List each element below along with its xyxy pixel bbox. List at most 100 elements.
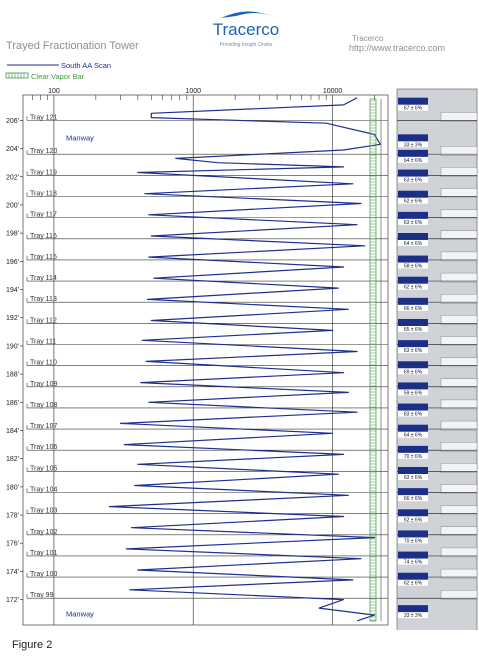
page-title: Trayed Fractionation Tower	[6, 40, 139, 52]
tray-diagram-slot	[440, 420, 478, 431]
reading-box	[398, 452, 428, 459]
tray-label: Tray 104	[30, 487, 57, 494]
tray-label: Tray 121	[30, 114, 57, 121]
tray-label: Tray 118	[30, 190, 57, 197]
y-tick-label: 180'	[6, 484, 19, 491]
tray-label: Tray 112	[30, 317, 57, 324]
tray-diagram-slot	[440, 484, 478, 494]
tray-label: Tray 110	[30, 360, 57, 367]
y-tick-label: 202'	[6, 174, 19, 181]
reading-box	[398, 104, 428, 111]
reading-box	[398, 141, 428, 148]
legend-vapor-label: Clear Vapor Bar	[31, 72, 85, 81]
chart-axes	[20, 94, 389, 626]
tray-diagram-slot	[440, 547, 478, 558]
y-tick-label: 206'	[6, 118, 19, 125]
logo-swoosh-icon	[221, 11, 271, 18]
y-tick-label: 200'	[6, 202, 19, 209]
tray-diagram-slot	[440, 146, 478, 156]
tray-label: Tray 101	[30, 550, 57, 557]
tray-reading-label: 64 ± 6%	[404, 241, 423, 247]
tray-reading-label: 67 ± 6%	[404, 106, 423, 112]
reading-box	[398, 495, 428, 502]
y-tick-label: 196'	[6, 259, 19, 266]
tray-diagram-slot	[440, 442, 478, 452]
tray-reading-label: 64 ± 6%	[404, 433, 423, 439]
reading-box	[398, 537, 428, 544]
tray-label: Tray 109	[30, 381, 57, 388]
tray-diagram-slot	[440, 251, 478, 262]
reading-box	[398, 431, 428, 438]
reading-box	[398, 325, 428, 332]
reading-box	[398, 240, 428, 247]
vapor-bar-frame	[369, 98, 377, 622]
y-tick-label: 184'	[6, 428, 19, 435]
tray-reading-label: 83 ± 6%	[404, 412, 423, 418]
tray-reading-label: 58 ± 6%	[404, 264, 423, 270]
tray-reading-label: 62 ± 6%	[404, 517, 423, 523]
reading-box	[398, 176, 428, 183]
reading-box	[398, 304, 428, 311]
reading-box	[398, 347, 428, 354]
tray-label: Tray 119	[30, 169, 57, 176]
reading-box	[398, 218, 428, 225]
tray-reading-label: 70 ± 6%	[404, 538, 423, 544]
reading-box	[398, 579, 428, 586]
tray-reading-label: 74 ± 6%	[404, 560, 423, 566]
tray-diagram-slot	[440, 357, 478, 367]
tray-reading-label: 33 ± 3%	[404, 142, 423, 148]
y-tick-label: 188'	[6, 372, 19, 379]
tray-label: Tray 107	[30, 423, 57, 430]
tray-label: Tray 117	[30, 212, 57, 219]
tray-diagram-slot	[440, 526, 478, 536]
tray-reading-label: 62 ± 6%	[404, 199, 423, 205]
scan-chart: 100 1000 10000 206' 204' 202' 200' 198' 196' 194'…	[6, 88, 478, 630]
reading-box	[398, 156, 428, 163]
vapor-bar	[369, 98, 382, 622]
reading-box	[398, 262, 428, 269]
tray-diagram-slot	[440, 272, 478, 283]
reading-box	[398, 197, 428, 204]
logo-text: Tracerco	[212, 20, 280, 39]
tray-label: Tray 114	[30, 275, 57, 282]
tray-label: Tray 120	[30, 148, 57, 155]
tray-label: Tray 106	[30, 444, 57, 451]
reading-box	[398, 368, 428, 375]
tray-reading-label: 69 ± 6%	[404, 369, 423, 375]
legend-scan-label: South AA Scan	[61, 61, 111, 70]
tray-reading-label: 64 ± 6%	[404, 158, 423, 164]
y-tick-label: 194'	[6, 287, 19, 294]
tray-label: Tray 99	[30, 592, 54, 599]
reading-box	[398, 410, 428, 417]
chart-legend: South AA Scan Clear Vapor Bar	[5, 61, 111, 81]
manway-annotation: Manway	[66, 610, 94, 619]
tray-diagram-slot	[440, 590, 478, 600]
tray-diagram-slot	[440, 378, 478, 388]
tray-diagram-slot	[440, 568, 478, 579]
chart-series	[108, 97, 381, 622]
tray-label: Tray 103	[30, 508, 57, 515]
reading-box	[398, 558, 428, 565]
y-tick-label: 176'	[6, 541, 19, 548]
figure-caption: Figure 2	[12, 639, 53, 651]
tray-label: Tray 108	[30, 402, 57, 409]
plot-border	[22, 94, 389, 626]
scan-line	[108, 97, 381, 622]
chart-grid	[26, 95, 388, 625]
tray-reading-label: 59 ± 6%	[404, 390, 423, 396]
tray-reading-label: 33 ± 3%	[404, 613, 423, 619]
tray-label: Tray 115	[30, 254, 57, 261]
tray-reading-label: 70 ± 6%	[404, 454, 423, 460]
tray-reading-label: 62 ± 6%	[404, 581, 423, 587]
y-tick-label: 178'	[6, 513, 19, 520]
tray-reading-label: 63 ± 6%	[404, 475, 423, 481]
y-tick-label: 174'	[6, 569, 19, 576]
tray-diagram-slot	[440, 230, 478, 240]
tray-label: Tray 100	[30, 571, 57, 578]
y-tick-label: 192'	[6, 315, 19, 322]
tray-label: Tray 113	[30, 296, 57, 303]
tray-label: Tray 102	[30, 529, 57, 536]
reading-box	[398, 283, 428, 290]
tray-reading-label: 62 ± 6%	[404, 285, 423, 291]
company-url: http://www.tracerco.com	[349, 43, 446, 53]
